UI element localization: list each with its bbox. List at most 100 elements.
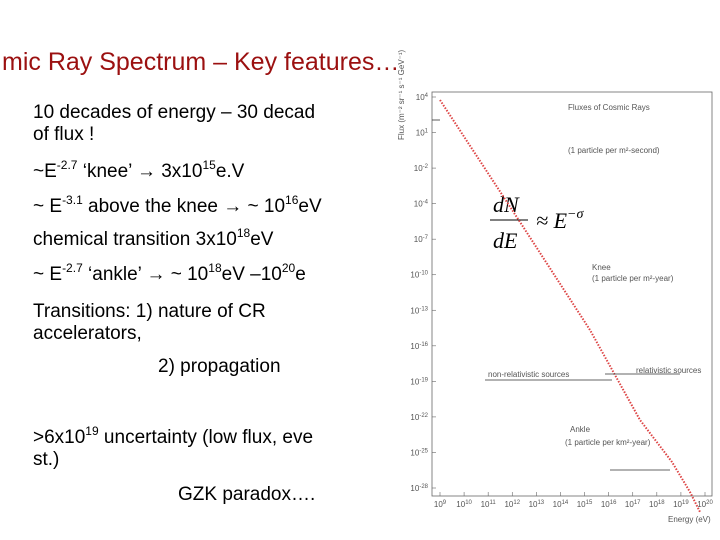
plot-frame [431,91,713,497]
superscript: -2.7 [62,261,83,275]
y-axis-label: Flux (m⁻² sr⁻¹ s⁻¹ GeV⁻¹) [397,49,406,140]
x-axis-label: Energy (eV) [668,515,711,524]
figure-note: non-relativistic sources [488,370,569,379]
tick-exponent: 11 [490,500,497,506]
text-run: 2) propagation [158,356,281,377]
tick-exponent: -25 [419,448,428,454]
y-tick-label: 10-13 [410,306,428,315]
tick-exponent: -28 [419,484,428,490]
text-run: 10 decades of energy – 30 decad [33,102,315,123]
formula-rhs-base: ≈ E [536,208,568,233]
tick-exponent: -2 [423,164,429,170]
text-run: ‘knee’ → 3x10 [77,161,202,182]
tick-exponent: 17 [634,500,641,506]
formula-numerator: dN [493,192,520,217]
x-tick-label: 1010 [456,500,472,509]
formula-denominator: dE [493,228,518,253]
tick-base: 10 [481,500,490,509]
superscript: 18 [237,226,251,240]
x-tick-label: 1017 [625,500,641,509]
text-run: e.V [216,161,245,182]
tick-base: 10 [649,500,658,509]
tick-exponent: -16 [419,342,428,348]
tick-base: 10 [577,500,586,509]
superscript: 16 [285,193,299,207]
tick-exponent: 12 [513,500,520,506]
tick-base: 10 [414,200,423,209]
y-tick-label: 10-25 [410,448,428,457]
superscript: -3.1 [62,193,83,207]
figure-background [390,84,720,540]
text-run: e [295,264,306,285]
y-tick-label: 10-16 [410,342,428,351]
text-line: chemical transition 3x1018eV [33,226,274,250]
tick-base: 10 [410,484,419,493]
tick-base: 10 [414,164,423,173]
x-tick-label: 1015 [577,500,593,509]
tick-base: 10 [553,500,562,509]
flux-curve [439,99,701,513]
text-run: eV [250,229,274,250]
tick-exponent: 13 [537,500,544,506]
y-tick-label: 104 [416,93,429,102]
text-line: ~ E-3.1 above the knee → ~ 1016eV [33,193,322,217]
tick-base: 10 [410,306,419,315]
tick-exponent: -13 [419,306,428,312]
x-tick-label: 1018 [649,500,665,509]
tick-base: 10 [697,500,706,509]
tick-exponent: 19 [682,500,689,506]
tick-base: 10 [410,377,419,386]
tick-exponent: 14 [562,500,569,506]
tick-base: 10 [625,500,634,509]
slide-title: mic Ray Spectrum – Key features… [2,48,399,76]
tick-exponent: 9 [443,500,447,506]
x-tick-label: 1012 [504,500,520,509]
tick-base: 10 [414,235,423,244]
text-line: GZK paradox…. [178,484,315,505]
tick-exponent: 18 [658,500,665,506]
formula-rhs: ≈ E−σ [536,207,584,233]
figure-note: (1 particle per m²-year) [592,274,674,283]
text-run: eV –10 [222,264,282,285]
text-line: 2) propagation [158,356,281,377]
x-tick-label: 1014 [553,500,569,509]
text-line: of flux ! [33,124,94,145]
tick-base: 10 [410,271,419,280]
text-run: ~E [33,161,57,182]
superscript: -2.7 [57,158,78,172]
y-tick-label: 10-22 [410,413,428,422]
text-line: ~ E-2.7 ‘ankle’ → ~ 1018eV –1020e [33,261,306,285]
y-tick-label: 10-28 [410,484,428,493]
tick-exponent: -10 [419,271,428,277]
text-run: chemical transition 3x10 [33,229,237,250]
text-line: st.) [33,449,59,470]
superscript: 15 [202,158,216,172]
tick-exponent: -4 [423,200,429,206]
x-tick-label: 1020 [697,500,713,509]
text-run: >6x10 [33,427,85,448]
text-run: of flux ! [33,124,94,145]
tick-base: 10 [410,342,419,351]
tick-base: 10 [601,500,610,509]
tick-base: 10 [434,500,443,509]
superscript: 20 [282,261,296,275]
figure-note: relativistic sources [636,366,701,375]
x-tick-label: 1016 [601,500,617,509]
figure-note: Ankle [570,425,591,434]
tick-base: 10 [416,129,425,138]
tick-exponent: -7 [423,235,429,241]
text-run: GZK paradox…. [178,484,315,505]
superscript: 19 [85,424,99,438]
superscript: 18 [208,261,222,275]
figure-title: Fluxes of Cosmic Rays [568,103,650,112]
tick-base: 10 [529,500,538,509]
text-run: uncertainty (low flux, eve [99,427,313,448]
tick-base: 10 [416,93,425,102]
figure-note: (1 particle per km²-year) [565,438,651,447]
tick-exponent: -19 [419,377,428,383]
text-run: ~ E [33,264,62,285]
figure-note: (1 particle per m²-second) [568,146,660,155]
x-tick-label: 109 [434,500,447,509]
